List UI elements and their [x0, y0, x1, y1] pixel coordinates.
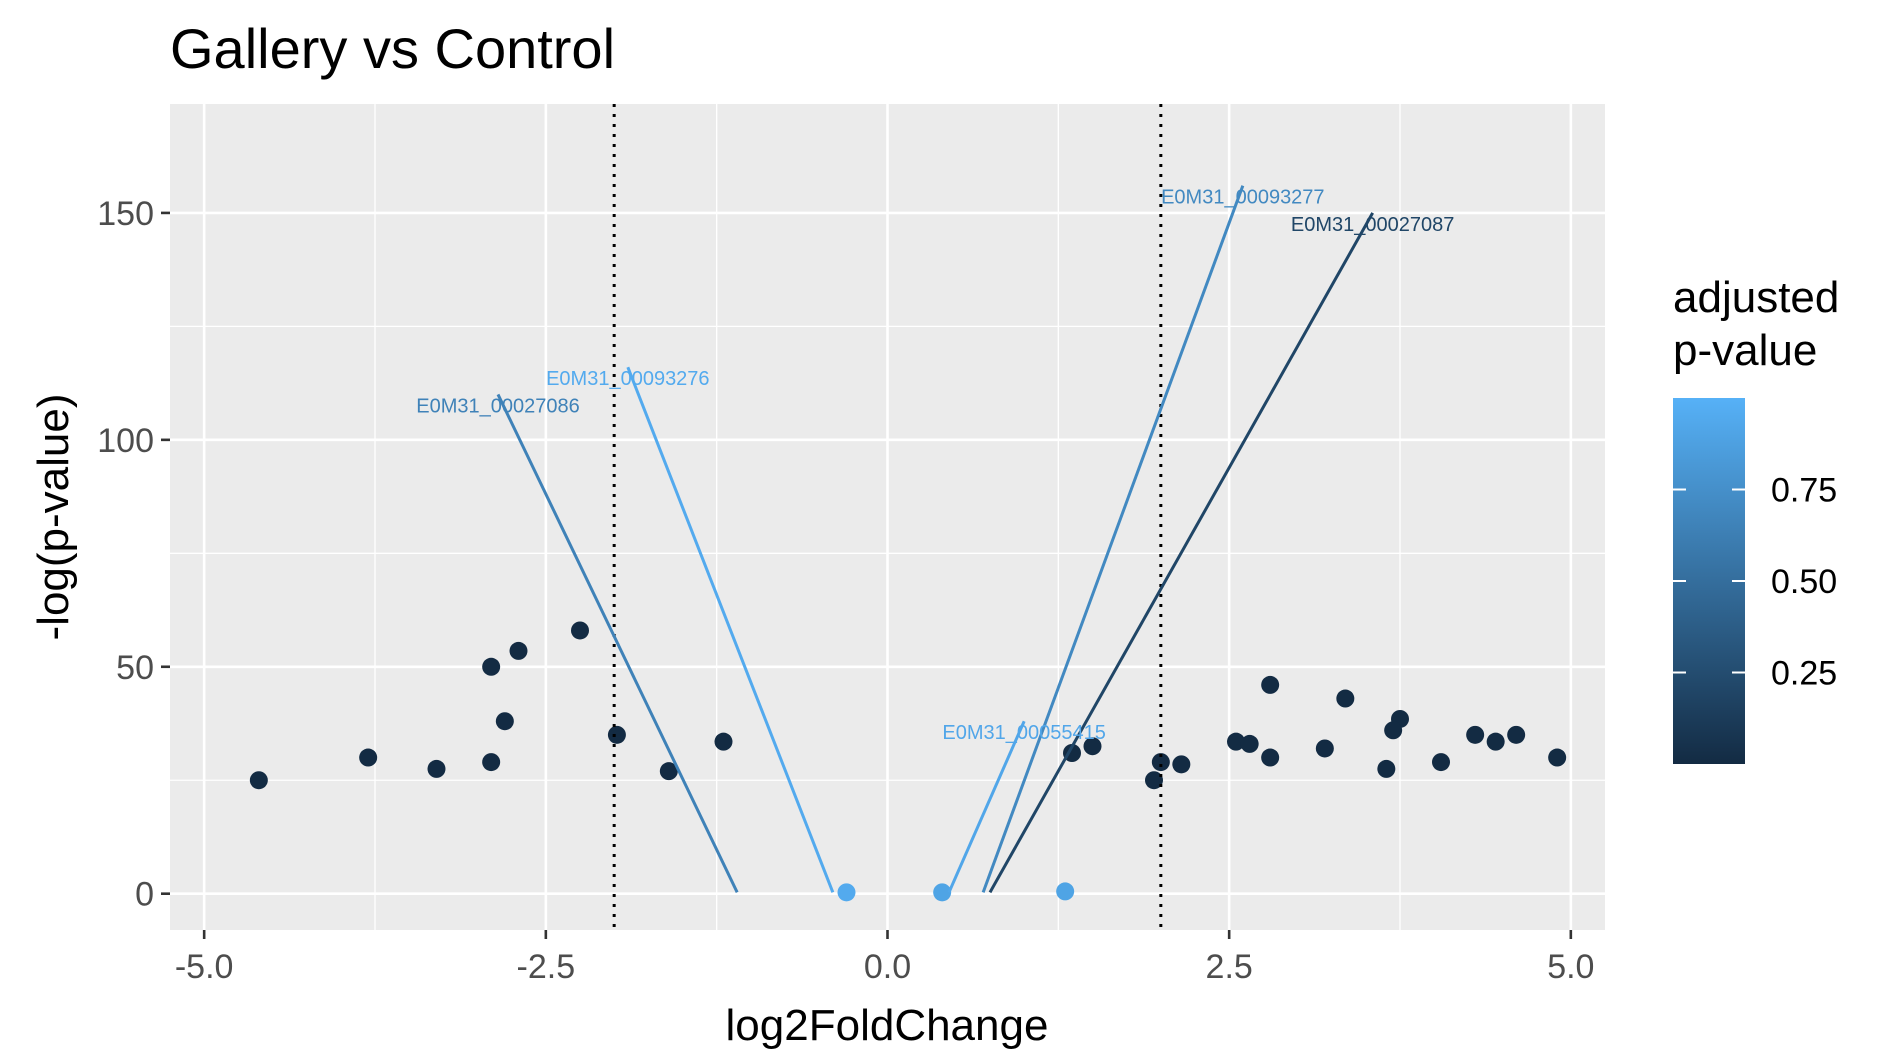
y-tick-label: 50 [116, 649, 154, 687]
data-point [1240, 734, 1259, 753]
y-tick-label: 0 [135, 876, 154, 914]
y-tick-label: 100 [97, 422, 154, 460]
data-point [1486, 732, 1505, 751]
data-point [1384, 721, 1403, 740]
x-tick-label: 5.0 [1547, 948, 1594, 986]
data-point [1507, 725, 1526, 744]
grid [170, 104, 1605, 930]
color-legend: adjusted p-value 0.25 0.50 0.75 [1673, 273, 1839, 764]
annotation-connector [947, 720, 1026, 893]
data-point [1151, 753, 1170, 772]
data-point [607, 725, 626, 744]
data-point [1315, 739, 1334, 758]
y-axis-label: -log(p-value) [29, 394, 78, 641]
threshold-lines [612, 104, 1163, 930]
data-point [1056, 882, 1075, 901]
data-points [249, 621, 1567, 902]
legend-title-line-2: p-value [1673, 326, 1817, 375]
chart-title: Gallery vs Control [170, 17, 615, 80]
legend-tick-label: 0.25 [1771, 655, 1837, 693]
gene-annotations: E0M31_00093277 E0M31_00027087 E0M31_000932… [416, 185, 1454, 894]
annotation-label: E0M31_00055415 [942, 722, 1105, 744]
y-axis-ticks: 0 50 100 150 [97, 195, 170, 914]
data-point [659, 762, 678, 781]
annotation-connector [626, 366, 835, 893]
annotation-label: E0M31_00093277 [1161, 187, 1324, 209]
data-point [1548, 748, 1567, 767]
data-point [1227, 732, 1245, 751]
data-point [495, 712, 514, 731]
data-point [837, 883, 856, 902]
annotation-connector [496, 393, 739, 893]
data-point [933, 883, 952, 902]
y-tick-label: 150 [97, 195, 154, 233]
data-point [359, 748, 378, 767]
x-tick-label: 2.5 [1206, 948, 1253, 986]
data-point [482, 657, 501, 676]
annotation-label: E0M31_00027086 [416, 395, 579, 417]
data-point [1377, 759, 1396, 778]
data-point [714, 732, 733, 751]
annotation-label: E0M31_00093276 [546, 368, 709, 390]
annotation-connector [988, 212, 1374, 894]
data-point [1261, 675, 1280, 694]
data-point [571, 621, 589, 640]
x-tick-label: -5.0 [175, 948, 234, 986]
data-point [1466, 725, 1485, 744]
annotation-connector [981, 185, 1245, 893]
legend-title-line-1: adjusted [1673, 273, 1839, 322]
x-axis-ticks: -5.0 -2.5 0.0 2.5 5.0 [175, 930, 1594, 986]
annotation-label: E0M31_00027087 [1291, 214, 1454, 236]
x-axis-label: log2FoldChange [726, 1001, 1049, 1050]
data-point [1145, 771, 1163, 790]
data-point [1083, 737, 1102, 756]
data-point [1261, 748, 1280, 767]
x-tick-label: 0.0 [864, 948, 911, 986]
data-point [249, 771, 268, 790]
legend-tick-label: 0.75 [1771, 472, 1837, 510]
data-point [1172, 755, 1191, 774]
data-point [509, 641, 528, 660]
legend-ticks: 0.25 0.50 0.75 [1673, 472, 1837, 693]
legend-tick-label: 0.50 [1771, 563, 1837, 601]
data-point [427, 759, 446, 778]
x-tick-label: -2.5 [517, 948, 576, 986]
data-point [1432, 753, 1450, 772]
data-point [1336, 689, 1355, 708]
data-point [482, 753, 501, 772]
